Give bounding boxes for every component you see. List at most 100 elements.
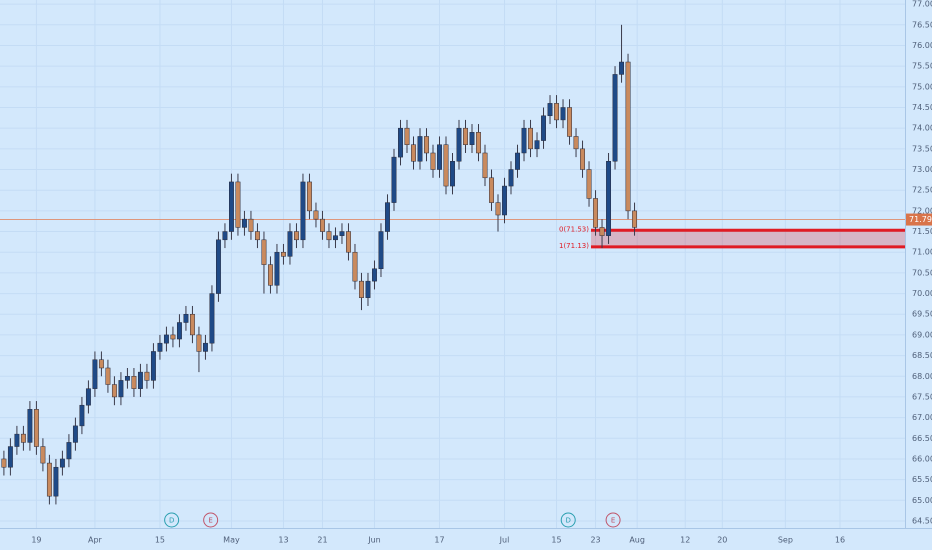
candle-body: [40, 446, 46, 464]
y-tick-label: 64.50: [912, 516, 932, 525]
candle-body: [326, 231, 332, 241]
candle-body: [281, 251, 286, 257]
candle-body: [255, 231, 260, 241]
y-tick-label: 67.00: [912, 413, 932, 422]
candle-body: [294, 231, 299, 241]
candle-body: [72, 425, 78, 443]
y-tick-label: 66.50: [912, 434, 932, 443]
candle-body: [268, 264, 273, 286]
candle-body: [352, 251, 358, 282]
x-tick-label: 15: [551, 536, 561, 545]
candle-body: [404, 127, 410, 145]
candle-body: [46, 462, 52, 497]
candle-body: [489, 177, 494, 203]
candle-body: [508, 169, 514, 187]
candle-body: [580, 148, 585, 170]
candle-body: [606, 161, 611, 236]
candle-body: [424, 136, 429, 154]
candle-body: [307, 181, 312, 212]
candle-body: [593, 198, 598, 228]
y-tick-label: 71.00: [912, 248, 932, 257]
x-tick-label: 21: [317, 536, 327, 545]
candle-body: [586, 169, 592, 199]
candle-body: [398, 127, 403, 158]
x-tick-label: 16: [835, 536, 845, 545]
candle-body: [476, 132, 481, 154]
x-tick-label: 13: [278, 536, 288, 545]
x-tick-label: 17: [434, 536, 444, 545]
candle-body: [7, 446, 13, 468]
candle-body: [300, 181, 306, 241]
y-tick-label: 67.50: [912, 392, 932, 401]
event-marker: [605, 512, 621, 528]
y-tick-label: 76.50: [912, 20, 932, 29]
candle-body: [450, 161, 455, 187]
event-marker: [164, 512, 180, 528]
candle-body: [437, 144, 442, 170]
candle-body: [541, 115, 546, 141]
y-tick-label: 72.00: [912, 206, 932, 215]
candle-body: [385, 202, 390, 232]
candle-body: [209, 293, 215, 344]
candle-body: [482, 152, 488, 179]
y-tick-label: 73.00: [912, 165, 932, 174]
candle-body: [242, 218, 247, 228]
candle-body: [261, 239, 267, 265]
y-tick-label: 69.00: [912, 330, 932, 339]
candle-body: [612, 74, 618, 162]
candle-body: [430, 152, 436, 170]
candle-body: [534, 140, 540, 150]
candle-body: [333, 235, 338, 241]
candle-body: [222, 231, 228, 241]
y-tick-label: 74.50: [912, 103, 932, 112]
candle-body: [1, 458, 7, 468]
x-tick-label: 15: [155, 536, 165, 545]
candle-body: [287, 231, 293, 257]
candle-body: [124, 376, 130, 381]
y-tick-label: 65.00: [912, 496, 932, 505]
candle-body: [170, 334, 176, 340]
x-tick-label: Sep: [778, 536, 793, 545]
candle-body: [365, 280, 371, 298]
candle-body: [320, 218, 325, 232]
candle-body: [495, 202, 501, 216]
candle-body: [196, 334, 202, 352]
candle-body: [378, 231, 384, 270]
candle-body: [417, 136, 423, 162]
candle-body: [625, 61, 631, 212]
candle-body: [59, 458, 65, 468]
x-tick-label: Aug: [629, 536, 645, 545]
candle-body: [313, 210, 319, 220]
candle-body: [515, 152, 520, 170]
candle-body: [547, 103, 553, 117]
candle-body: [339, 231, 345, 236]
candle-body: [137, 371, 143, 389]
candle-body: [53, 466, 59, 497]
event-label: E: [208, 517, 212, 525]
candle-body: [85, 388, 91, 406]
candle-body: [248, 218, 254, 232]
candle-body: [411, 144, 416, 162]
x-tick-label: Apr: [88, 536, 103, 545]
candle-body: [560, 107, 566, 121]
zone-fill: [590, 230, 905, 247]
y-tick-label: 66.00: [912, 454, 932, 463]
candle-body: [157, 342, 163, 352]
x-tick-label: 20: [717, 536, 727, 545]
candle-body: [176, 322, 182, 340]
candle-body: [150, 351, 156, 381]
y-tick-label: 71.50: [912, 227, 932, 236]
event-label: D: [169, 517, 174, 525]
candle-body: [229, 181, 234, 232]
candle-body: [98, 359, 104, 369]
event-marker: [203, 512, 219, 528]
last-price-label: 71.79: [909, 215, 932, 224]
y-tick-label: 68.00: [912, 372, 932, 381]
candle-body: [391, 156, 397, 203]
candle-body: [619, 61, 624, 75]
candle-body: [502, 185, 507, 216]
y-tick-label: 70.50: [912, 268, 932, 277]
candle-body: [372, 268, 377, 282]
x-tick-label: Jul: [499, 536, 510, 545]
